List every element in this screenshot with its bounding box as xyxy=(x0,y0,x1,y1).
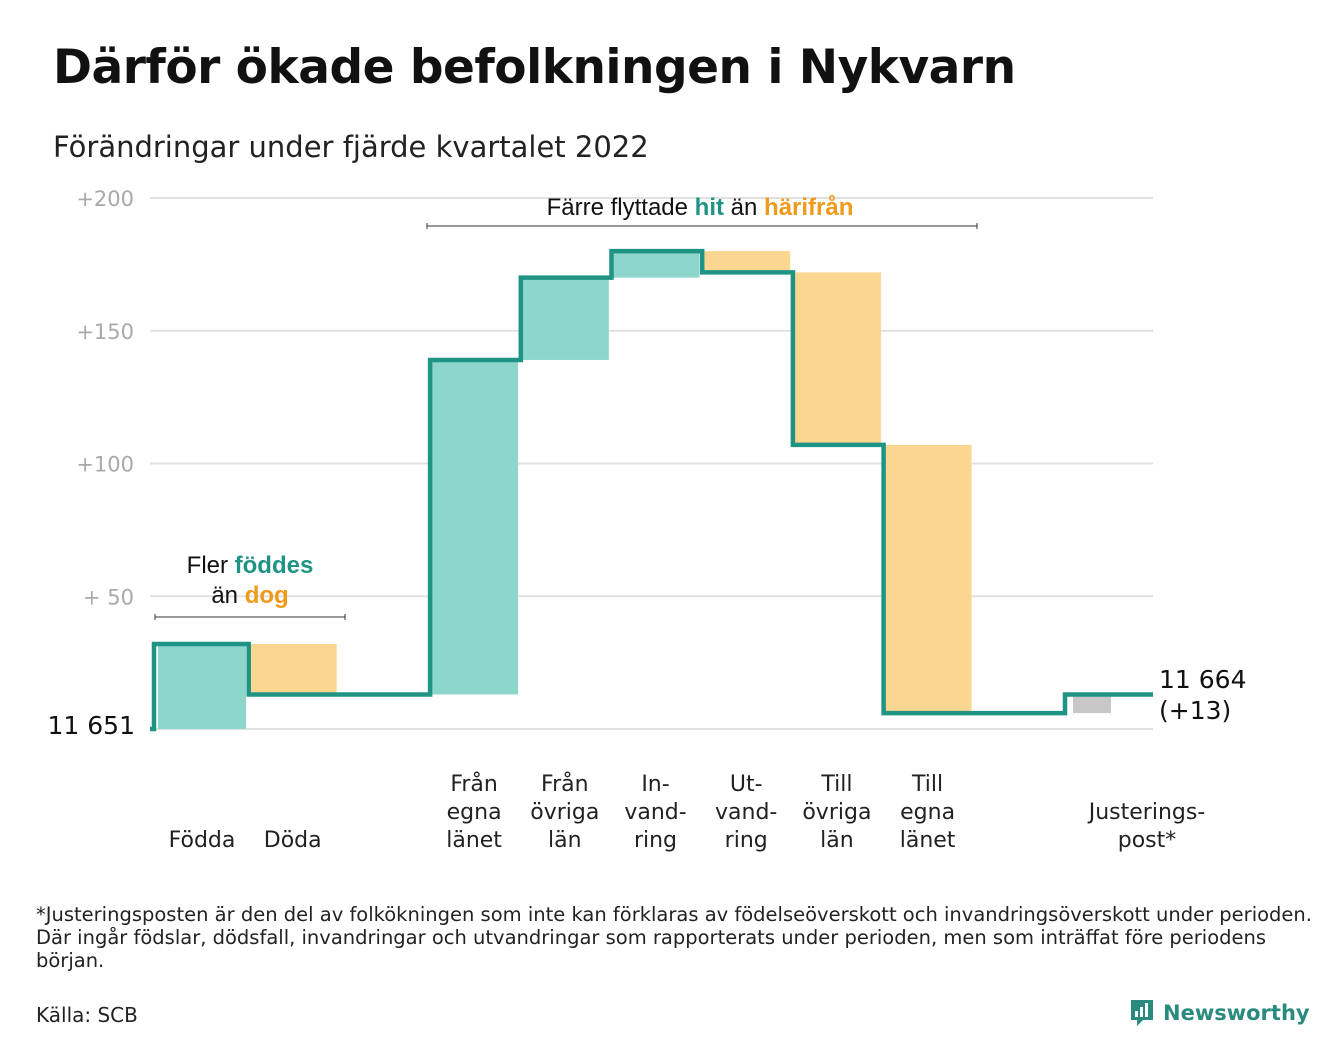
x-tick-label: In- xyxy=(641,772,669,797)
x-tick-label: Födda xyxy=(169,828,236,853)
brand: Newsworthy xyxy=(1129,998,1310,1028)
y-tick-label: +100 xyxy=(76,453,134,477)
x-tick-label: Från xyxy=(450,771,498,797)
x-tick-label: egna xyxy=(447,800,502,825)
annotation-teal-text: föddes xyxy=(235,552,314,579)
bar xyxy=(1073,694,1111,714)
x-tick-label: Från xyxy=(541,771,589,797)
cumulative-step-line xyxy=(150,248,1153,732)
x-tick-label: län xyxy=(820,828,854,853)
y-tick-label: +200 xyxy=(76,187,134,211)
y-tick-label: +150 xyxy=(76,320,134,344)
start-value-label: 11 651 xyxy=(48,711,135,740)
annotation-plain-text: än xyxy=(211,582,244,609)
annotation-teal-text: hit xyxy=(695,194,724,221)
cumulative-line xyxy=(150,248,1153,732)
bar xyxy=(158,644,246,729)
start-end-labels: 11 651 11 664(+13) xyxy=(48,665,1247,740)
x-tick-label: Justerings- xyxy=(1087,800,1206,825)
bar xyxy=(883,444,972,714)
bars xyxy=(158,251,1111,729)
source-label: Källa: SCB xyxy=(36,1003,138,1027)
bar xyxy=(611,251,700,278)
brand-name: Newsworthy xyxy=(1163,1001,1310,1025)
annotation-plain-text: än xyxy=(724,194,764,221)
annotation-migration-line1: Färre flyttade hit än härifrån xyxy=(547,194,854,221)
bar xyxy=(702,251,791,273)
x-tick-label: län xyxy=(548,828,582,853)
grid-lines xyxy=(150,197,1153,730)
x-tick-label: länet xyxy=(900,828,956,853)
y-axis-ticks: +200 +150 +100 + 50 xyxy=(76,187,134,609)
annotation-plain-text: Färre flyttade xyxy=(547,194,695,221)
x-tick-label: ring xyxy=(725,828,768,853)
bar xyxy=(248,644,337,695)
x-tick-label: vand- xyxy=(624,800,686,825)
footnote: *Justeringsposten är den del av folkökni… xyxy=(36,903,1312,972)
annotation-orange-text: dog xyxy=(245,582,289,609)
x-tick-label: Till xyxy=(820,772,852,797)
waterfall-chart: +200+150+100+ 50 Födda DödaFrånegnalänetF… xyxy=(48,187,1247,853)
newsworthy-logo-icon xyxy=(1131,1000,1153,1026)
end-value-label: 11 664 xyxy=(1159,665,1246,694)
chart-subtitle: Förändringar under fjärde kvartalet 2022 xyxy=(53,130,649,164)
x-tick-label: post* xyxy=(1118,828,1177,853)
x-axis-labels: Födda Döda Från egna länet Från övriga län In-va… xyxy=(169,771,1206,853)
chart-title: Därför ökade befolkningen i Nykvarn xyxy=(53,40,1016,95)
end-change-label: (+13) xyxy=(1159,696,1231,725)
bar xyxy=(430,359,519,695)
x-tick-label: Till xyxy=(911,772,943,797)
annotation-plain-text: Fler xyxy=(187,552,235,579)
annotation-births-line2: än dog xyxy=(211,582,288,609)
x-tick-label: ring xyxy=(634,828,677,853)
annotation-orange-text: härifrån xyxy=(764,194,853,221)
x-tick-label: övriga xyxy=(530,800,599,825)
annotation-births-line1: Fler föddes xyxy=(187,552,314,579)
y-tick-label: + 50 xyxy=(83,585,134,609)
x-tick-label: länet xyxy=(446,828,502,853)
x-tick-label: Döda xyxy=(264,828,322,853)
bar xyxy=(792,272,881,445)
annotations: Fler föddes än dog Färre flyttade hit än h… xyxy=(154,194,978,620)
bar xyxy=(520,277,609,360)
x-tick-label: Ut- xyxy=(730,772,763,797)
x-tick-label: vand- xyxy=(715,800,777,825)
x-tick-label: övriga xyxy=(802,800,871,825)
x-tick-label: egna xyxy=(900,800,955,825)
